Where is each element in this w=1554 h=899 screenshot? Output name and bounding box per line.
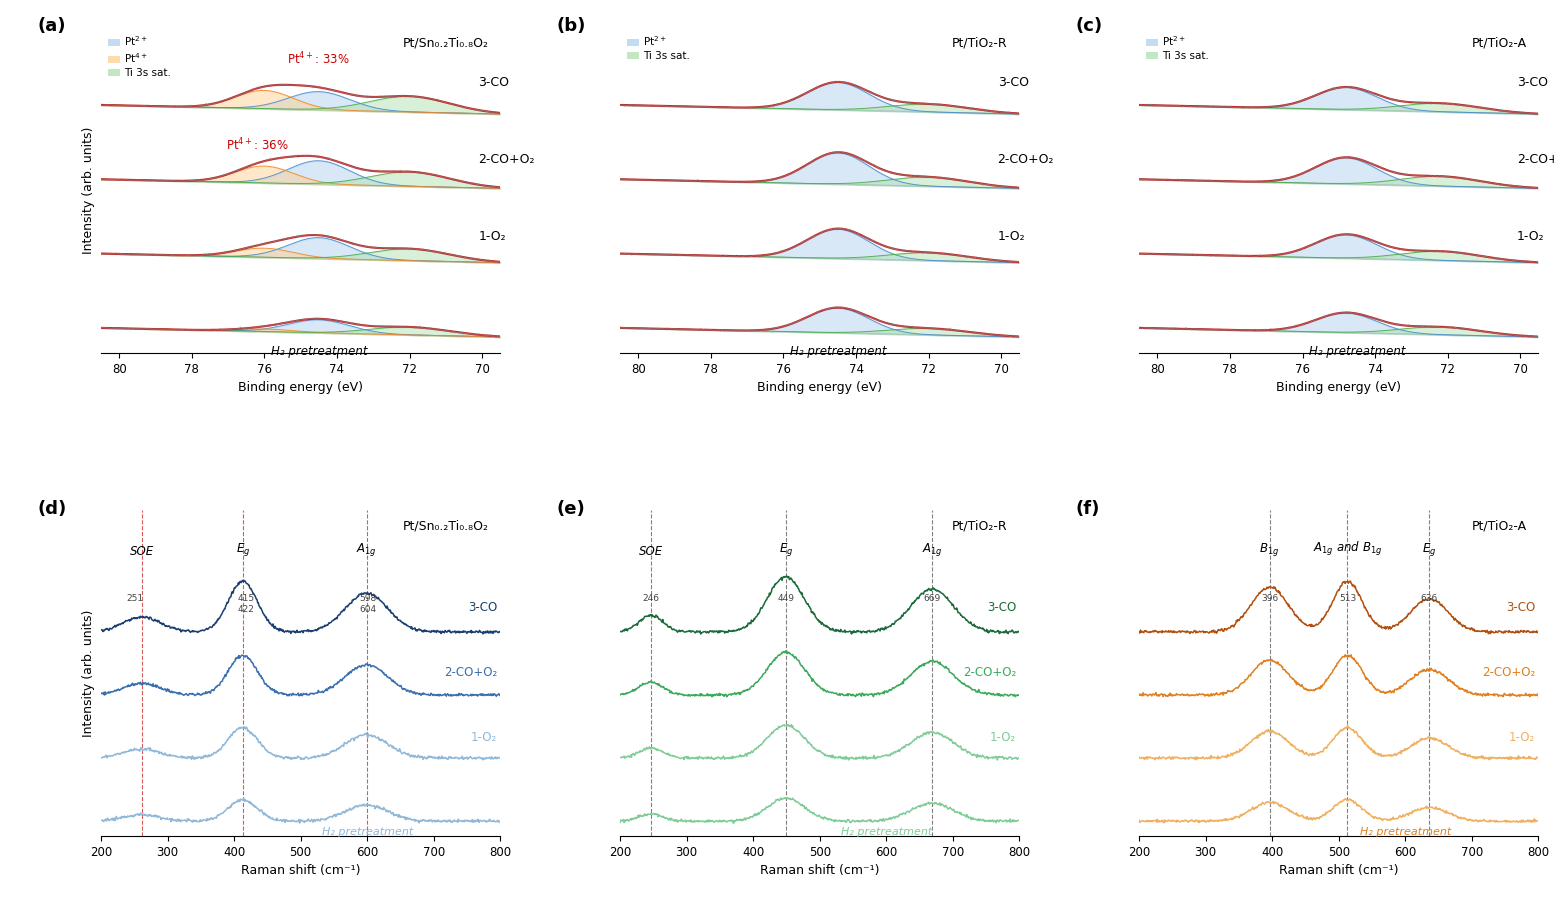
Text: 1-O₂: 1-O₂: [1509, 732, 1535, 744]
Y-axis label: Intensity (arb. units): Intensity (arb. units): [82, 127, 95, 254]
Text: 3-CO: 3-CO: [1506, 601, 1535, 614]
Text: Pt/Sn₀.₂Ti₀.₈O₂: Pt/Sn₀.₂Ti₀.₈O₂: [402, 520, 488, 532]
Text: 449: 449: [777, 594, 794, 603]
Text: 636: 636: [1420, 594, 1437, 603]
Text: $A_{1g}$ and $B_{1g}$: $A_{1g}$ and $B_{1g}$: [1313, 540, 1382, 558]
Text: H₂ pretreatment: H₂ pretreatment: [789, 345, 886, 358]
Text: 1-O₂: 1-O₂: [998, 230, 1026, 243]
Legend: Pt$^{2+}$, Ti 3s sat.: Pt$^{2+}$, Ti 3s sat.: [1144, 32, 1211, 63]
Text: Pt$^{4+}$: 33%: Pt$^{4+}$: 33%: [287, 50, 350, 67]
Text: 3-CO: 3-CO: [468, 601, 497, 614]
Text: (e): (e): [556, 500, 584, 518]
Text: 2-CO+O₂: 2-CO+O₂: [963, 666, 1016, 679]
Text: 2-CO+O₂: 2-CO+O₂: [444, 666, 497, 679]
Text: Pt/Sn₀.₂Ti₀.₈O₂: Pt/Sn₀.₂Ti₀.₈O₂: [402, 37, 488, 49]
Text: 2-CO+O₂: 2-CO+O₂: [998, 153, 1054, 165]
Text: 598
604: 598 604: [359, 594, 376, 614]
X-axis label: Raman shift (cm⁻¹): Raman shift (cm⁻¹): [1279, 864, 1399, 877]
X-axis label: Binding energy (eV): Binding energy (eV): [757, 381, 883, 395]
Text: Pt$^{4+}$: 36%: Pt$^{4+}$: 36%: [225, 137, 289, 153]
Text: 2-CO+O₂: 2-CO+O₂: [1517, 153, 1554, 165]
Text: 3-CO: 3-CO: [998, 76, 1029, 89]
Text: 1-O₂: 1-O₂: [479, 230, 507, 243]
Text: 1-O₂: 1-O₂: [1517, 230, 1545, 243]
Text: 2-CO+O₂: 2-CO+O₂: [1483, 666, 1535, 679]
Text: $B_{1g}$: $B_{1g}$: [1259, 541, 1279, 558]
Text: 3-CO: 3-CO: [479, 76, 510, 89]
Text: (b): (b): [556, 17, 586, 35]
Text: 396: 396: [1260, 594, 1279, 603]
X-axis label: Binding energy (eV): Binding energy (eV): [238, 381, 364, 395]
Text: $A_{1g}$: $A_{1g}$: [922, 541, 943, 558]
Text: H₂ pretreatment: H₂ pretreatment: [270, 345, 367, 358]
Text: SOE: SOE: [639, 545, 662, 558]
Text: $A_{1g}$: $A_{1g}$: [356, 541, 378, 558]
Text: H₂ pretreatment: H₂ pretreatment: [841, 827, 932, 837]
Text: 246: 246: [642, 594, 659, 603]
Text: (f): (f): [1075, 500, 1100, 518]
Text: $E_g$: $E_g$: [1422, 541, 1436, 558]
Text: Pt/TiO₂-R: Pt/TiO₂-R: [951, 37, 1007, 49]
Text: H₂ pretreatment: H₂ pretreatment: [1360, 827, 1451, 837]
Text: 1-O₂: 1-O₂: [990, 732, 1016, 744]
X-axis label: Raman shift (cm⁻¹): Raman shift (cm⁻¹): [241, 864, 361, 877]
Text: (d): (d): [37, 500, 67, 518]
Text: Pt/TiO₂-R: Pt/TiO₂-R: [951, 520, 1007, 532]
Text: (c): (c): [1075, 17, 1102, 35]
Text: H₂ pretreatment: H₂ pretreatment: [1308, 345, 1405, 358]
Text: 415
422: 415 422: [238, 594, 255, 614]
Legend: Pt$^{2+}$, Ti 3s sat.: Pt$^{2+}$, Ti 3s sat.: [625, 32, 692, 63]
X-axis label: Raman shift (cm⁻¹): Raman shift (cm⁻¹): [760, 864, 880, 877]
X-axis label: Binding energy (eV): Binding energy (eV): [1276, 381, 1402, 395]
Legend: Pt$^{2+}$, Pt$^{4+}$, Ti 3s sat.: Pt$^{2+}$, Pt$^{4+}$, Ti 3s sat.: [106, 32, 172, 80]
Text: H₂ pretreatment: H₂ pretreatment: [322, 827, 413, 837]
Text: 251: 251: [126, 594, 143, 603]
Text: SOE: SOE: [129, 545, 154, 558]
Text: Pt/TiO₂-A: Pt/TiO₂-A: [1472, 520, 1526, 532]
Text: 513: 513: [1340, 594, 1357, 603]
Text: Pt/TiO₂-A: Pt/TiO₂-A: [1472, 37, 1526, 49]
Text: 3-CO: 3-CO: [1517, 76, 1548, 89]
Text: 2-CO+O₂: 2-CO+O₂: [479, 153, 535, 165]
Text: $E_g$: $E_g$: [779, 541, 793, 558]
Text: 3-CO: 3-CO: [987, 601, 1016, 614]
Text: (a): (a): [37, 17, 65, 35]
Text: 1-O₂: 1-O₂: [471, 732, 497, 744]
Text: 669: 669: [923, 594, 940, 603]
Y-axis label: Intensity (arb. units): Intensity (arb. units): [82, 610, 95, 736]
Text: $E_g$: $E_g$: [236, 541, 250, 558]
